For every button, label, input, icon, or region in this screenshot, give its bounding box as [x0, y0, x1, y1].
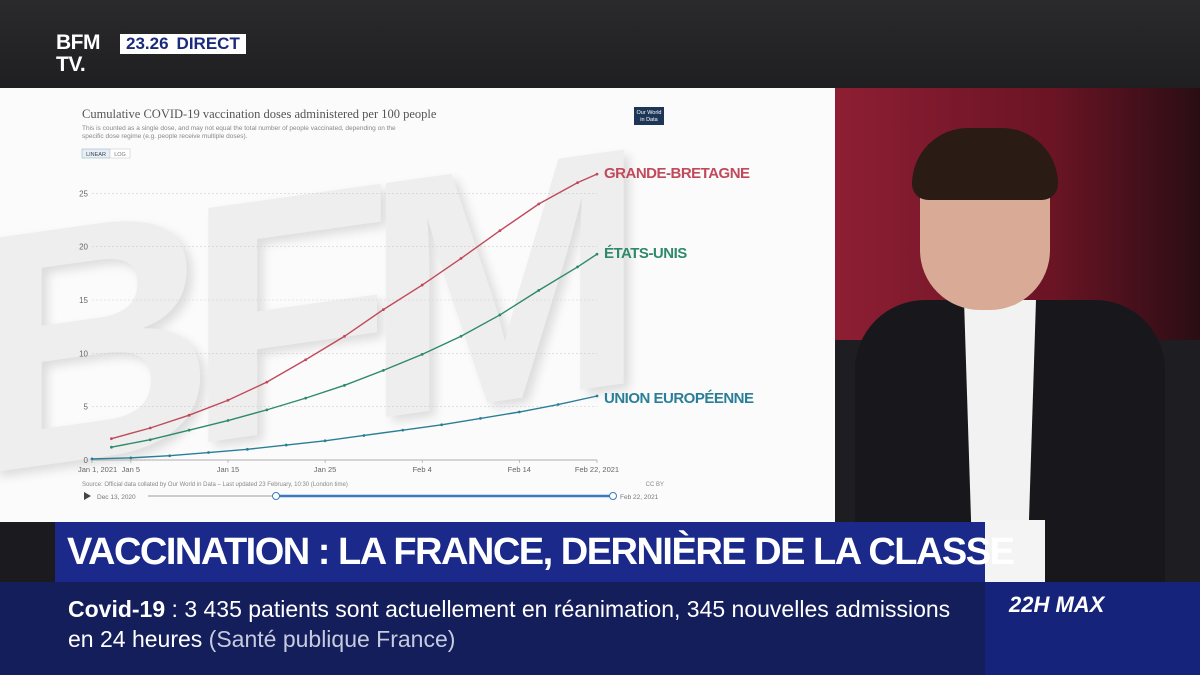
- ticker-source: (Santé publique France): [209, 626, 456, 652]
- data-point: [149, 438, 152, 441]
- timeline-start-label: Dec 13, 2020: [97, 494, 136, 501]
- y-tick-label: 10: [79, 349, 88, 358]
- x-tick-label: Feb 4: [413, 465, 432, 474]
- data-point: [265, 381, 268, 384]
- series-line: [111, 174, 597, 439]
- data-point: [91, 458, 94, 461]
- logo-line-1: BFM: [56, 32, 100, 54]
- data-point: [596, 253, 599, 256]
- data-point: [304, 358, 307, 361]
- data-point: [460, 335, 463, 338]
- y-tick-label: 0: [84, 456, 89, 465]
- y-tick-label: 25: [79, 189, 88, 198]
- chart: Cumulative COVID-19 vaccination doses ad…: [0, 88, 835, 522]
- log-button-label: LOG: [114, 152, 126, 158]
- chart-subtitle: This is counted as a single dose, and ma…: [82, 125, 396, 132]
- data-point: [421, 284, 424, 287]
- data-point: [246, 448, 249, 451]
- anchor-hair: [912, 128, 1058, 200]
- x-tick-label: Jan 25: [314, 465, 337, 474]
- data-point: [518, 411, 521, 414]
- data-point: [285, 444, 288, 447]
- x-tick-label: Jan 1, 2021: [78, 465, 117, 474]
- data-point: [596, 173, 599, 176]
- x-tick-label: Jan 15: [217, 465, 240, 474]
- data-point: [110, 446, 113, 449]
- logo-line-2: TV.: [56, 54, 100, 76]
- y-tick-label: 20: [79, 243, 88, 252]
- channel-logo: BFM TV.: [56, 32, 100, 76]
- data-point: [537, 289, 540, 292]
- chart-source: Source: Official data collated by Our Wo…: [82, 482, 348, 488]
- series-label: ÉTATS-UNIS: [604, 245, 687, 262]
- timeline-end-label: Feb 22, 2021: [620, 494, 659, 501]
- chart-subtitle: specific dose regime (e.g. people receiv…: [82, 133, 248, 140]
- data-point: [149, 427, 152, 430]
- owid-logo-text: Our World: [637, 110, 662, 116]
- data-point: [460, 257, 463, 260]
- data-point: [304, 397, 307, 400]
- data-point: [110, 437, 113, 440]
- headline-text: VACCINATION : LA FRANCE, DERNIÈRE DE LA …: [67, 531, 1013, 574]
- chart-license: CC BY: [646, 482, 664, 488]
- data-point: [382, 369, 385, 372]
- timeline-handle-end: [610, 493, 617, 500]
- data-point: [537, 203, 540, 206]
- data-point: [576, 266, 579, 269]
- ticker-tag: Covid-19: [68, 596, 165, 622]
- data-point: [207, 451, 210, 454]
- clock-badge: 23.26 DIRECT: [120, 34, 246, 54]
- data-point: [168, 454, 171, 457]
- data-point: [401, 429, 404, 432]
- data-point: [479, 417, 482, 420]
- data-point: [382, 308, 385, 311]
- x-tick-label: Jan 5: [122, 465, 140, 474]
- data-point: [324, 439, 327, 442]
- data-point: [188, 429, 191, 432]
- ticker-text: 3 435 patients sont actuellement en réan…: [68, 596, 950, 652]
- headline-banner: VACCINATION : LA FRANCE, DERNIÈRE DE LA …: [55, 522, 985, 582]
- series-line: [111, 254, 597, 447]
- data-point: [363, 434, 366, 437]
- data-point: [129, 456, 132, 459]
- data-point: [440, 423, 443, 426]
- data-point: [498, 314, 501, 317]
- show-name: 22H MAX: [1009, 592, 1104, 618]
- series-label: GRANDE-BRETAGNE: [604, 165, 750, 182]
- ticker-separator: :: [165, 596, 184, 622]
- y-tick-label: 15: [79, 296, 88, 305]
- show-badge: 22H MAX: [985, 582, 1200, 675]
- clock: 23.26: [120, 34, 175, 54]
- data-point: [576, 181, 579, 184]
- data-point: [596, 395, 599, 398]
- data-point: [421, 353, 424, 356]
- chart-title: Cumulative COVID-19 vaccination doses ad…: [82, 107, 437, 121]
- y-tick-label: 5: [84, 403, 89, 412]
- series-line: [92, 396, 597, 459]
- timeline-handle-start: [273, 493, 280, 500]
- data-point: [188, 414, 191, 417]
- x-tick-label: Feb 14: [508, 465, 531, 474]
- data-point: [227, 419, 230, 422]
- data-point: [498, 229, 501, 232]
- data-point: [343, 384, 346, 387]
- x-tick-label: Feb 22, 2021: [575, 465, 619, 474]
- chart-panel: BFM Cumulative COVID-19 vaccination dose…: [0, 88, 835, 522]
- linear-button-label: LINEAR: [86, 152, 106, 158]
- live-label: DIRECT: [175, 34, 246, 54]
- owid-logo-text: in Data: [640, 117, 658, 123]
- series-label: UNION EUROPÉENNE: [604, 390, 754, 407]
- data-point: [343, 335, 346, 338]
- data-point: [227, 399, 230, 402]
- data-point: [265, 408, 268, 411]
- play-icon: [84, 492, 91, 500]
- ticker-content: Covid-19 : 3 435 patients sont actuellem…: [68, 594, 968, 654]
- data-point: [557, 403, 560, 406]
